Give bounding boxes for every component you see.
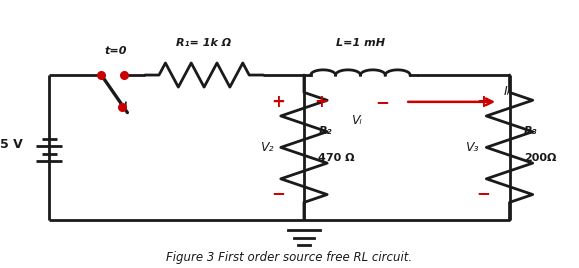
Text: +: +	[477, 93, 490, 111]
Text: Vₗ: Vₗ	[351, 114, 361, 127]
Text: V₂: V₂	[259, 141, 273, 154]
Text: 470 Ω: 470 Ω	[318, 153, 355, 163]
Text: R₃: R₃	[524, 126, 537, 136]
Text: −: −	[477, 184, 490, 202]
Text: 5 V: 5 V	[1, 138, 23, 151]
Text: t=0: t=0	[105, 46, 127, 56]
Text: Iₗ: Iₗ	[504, 85, 510, 98]
Text: Figure 3 First order source free RL circuit.: Figure 3 First order source free RL circ…	[166, 251, 413, 264]
Text: −: −	[375, 93, 389, 111]
Text: L=1 mH: L=1 mH	[336, 38, 385, 48]
Text: −: −	[271, 184, 285, 202]
Text: V₃: V₃	[465, 141, 479, 154]
Text: R₁= 1k Ω: R₁= 1k Ω	[177, 38, 232, 48]
Text: 200Ω: 200Ω	[524, 153, 556, 163]
Text: +: +	[314, 93, 328, 111]
Text: R₂: R₂	[318, 126, 332, 136]
Text: +: +	[271, 93, 285, 111]
